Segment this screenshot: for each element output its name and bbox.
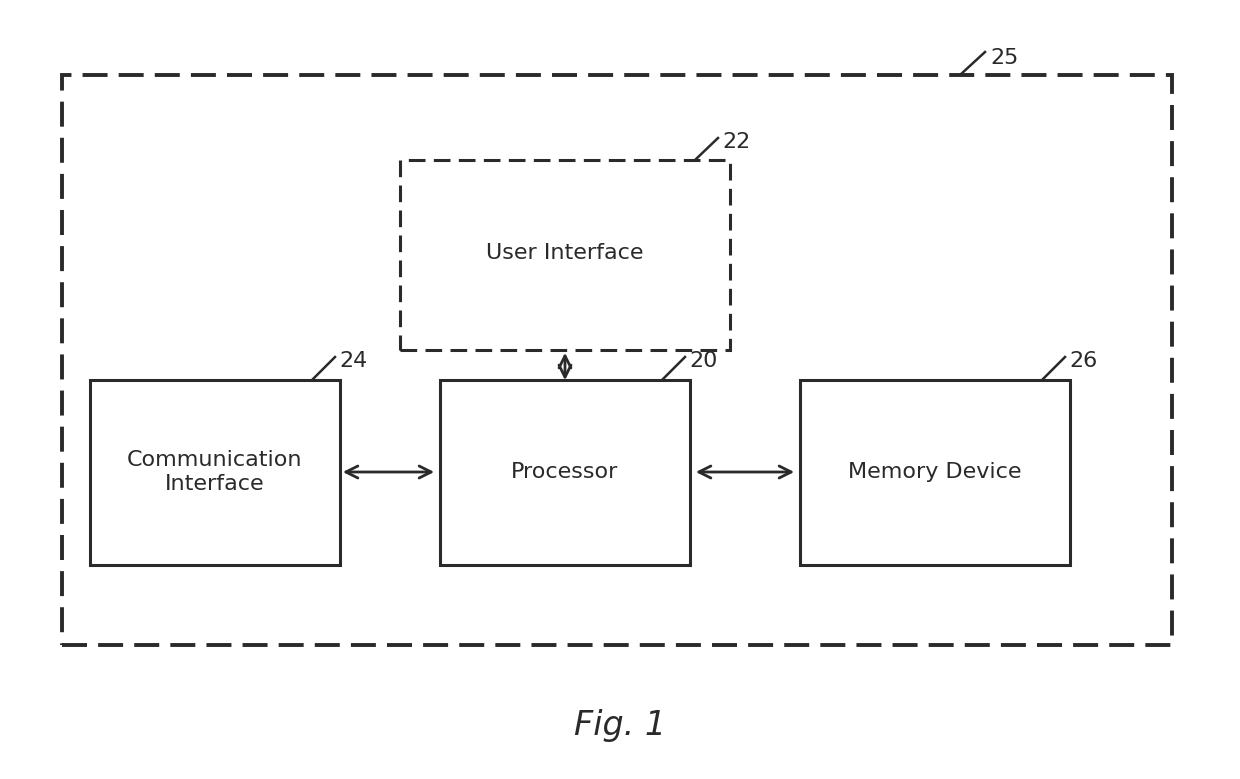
Text: 20: 20	[689, 351, 718, 371]
Bar	[440, 380, 689, 565]
Text: User Interface: User Interface	[486, 243, 644, 263]
Bar	[62, 75, 1172, 645]
Text: Communication
Interface: Communication Interface	[128, 450, 303, 494]
Bar	[800, 380, 1070, 565]
Text: Memory Device: Memory Device	[848, 462, 1022, 482]
Text: 26: 26	[1069, 351, 1097, 371]
Text: Fig. 1: Fig. 1	[574, 708, 666, 742]
Text: 25: 25	[990, 48, 1018, 68]
Text: 22: 22	[722, 132, 750, 152]
Text: 24: 24	[339, 351, 367, 371]
Bar	[401, 160, 730, 350]
Text: Processor: Processor	[511, 462, 619, 482]
Bar	[91, 380, 340, 565]
